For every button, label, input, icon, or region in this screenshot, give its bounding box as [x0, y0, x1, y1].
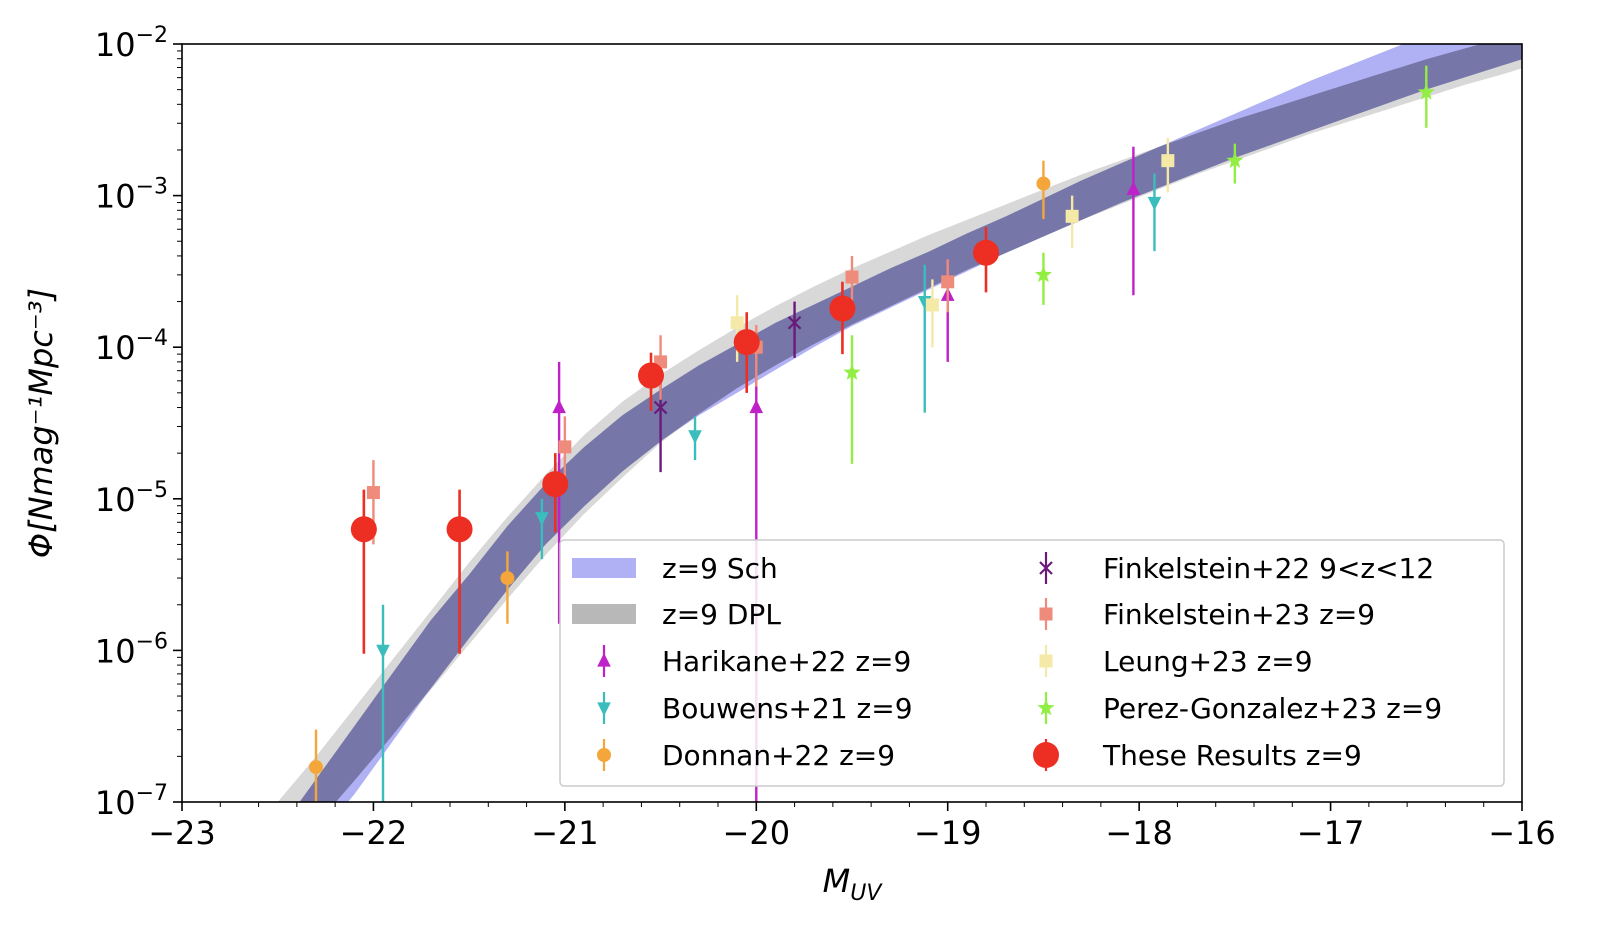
y-tick-label: 10−4 — [95, 326, 168, 367]
data-point — [1147, 196, 1162, 211]
legend-marker — [1039, 607, 1053, 621]
data-point — [688, 430, 702, 444]
data-point — [843, 363, 861, 380]
legend-item: Harikane+22 z=9 — [597, 645, 911, 678]
data-point — [845, 270, 859, 284]
x-tick-label: −22 — [340, 814, 408, 852]
x-tick-label: −21 — [531, 814, 599, 852]
legend-label: Leung+23 z=9 — [1103, 645, 1313, 678]
data-point — [446, 516, 473, 543]
data-point — [829, 295, 856, 322]
legend-item: Bouwens+21 z=9 — [597, 692, 913, 725]
data-point — [730, 316, 744, 330]
legend-item: Perez-Gonzalez+23 z=9 — [1037, 692, 1442, 725]
y-tick-label: 10−6 — [95, 629, 168, 670]
data-point — [350, 516, 377, 543]
legend-label: Donnan+22 z=9 — [662, 739, 895, 772]
data-point — [500, 571, 515, 586]
legend-marker — [597, 702, 611, 716]
x-tick-label: −23 — [148, 814, 216, 852]
data-points — [309, 65, 1435, 802]
y-axis-label: Φ[Nmag⁻¹Mpc⁻³] — [22, 288, 60, 558]
legend-item: z=9 Sch — [572, 552, 778, 585]
data-point — [973, 239, 999, 266]
data-point — [1126, 181, 1141, 195]
data-point — [638, 362, 664, 389]
y-tick-label: 10−2 — [95, 23, 168, 64]
legend-item: z=9 DPL — [572, 598, 781, 631]
series-7 — [350, 227, 999, 654]
legend-item: Donnan+22 z=9 — [597, 739, 895, 772]
legend-marker — [597, 748, 611, 762]
data-point — [787, 315, 802, 330]
x-tick-label: −18 — [1105, 814, 1173, 852]
legend-marker — [1039, 654, 1053, 668]
legend-item: Finkelstein+23 z=9 — [1039, 598, 1375, 631]
plot-frame — [181, 43, 1523, 803]
x-tick-label: −20 — [723, 814, 791, 852]
data-point — [309, 760, 323, 775]
data-point — [552, 399, 566, 414]
legend-marker — [1033, 742, 1059, 768]
legend-marker — [597, 653, 611, 667]
series-5 — [730, 137, 1175, 362]
data-point — [733, 329, 760, 356]
legend-label: Finkelstein+22 9<z<12 — [1103, 552, 1434, 585]
data-point — [1161, 154, 1175, 168]
x-tick-label: −19 — [914, 814, 982, 852]
legend-item: Leung+23 z=9 — [1039, 645, 1313, 678]
x-axis-label: MUV — [823, 862, 884, 906]
x-tick-label: −16 — [1488, 814, 1556, 852]
data-point — [1417, 83, 1435, 100]
y-tick-label: 10−7 — [95, 781, 168, 822]
legend: z=9 Sch z=9 DPL Harikane+22 z=9 Bouwens+21 … — [559, 539, 1505, 787]
y-tick-label: 10−3 — [95, 175, 168, 216]
series-1 — [376, 173, 1162, 802]
legend-box — [559, 539, 1505, 787]
data-point — [1034, 265, 1052, 283]
legend-item: Finkelstein+22 9<z<12 — [1039, 552, 1434, 585]
data-point — [1036, 176, 1051, 191]
data-point — [749, 399, 764, 414]
series-6 — [843, 65, 1435, 464]
legend-item: These Results z=9 — [1033, 739, 1362, 772]
data-point — [653, 400, 668, 415]
axes: −23 −22 −21 −20 −19 −18 −17 −16 10−7 10−6 10−5 10−4… — [95, 23, 1556, 852]
data-point — [376, 644, 390, 659]
legend-marker — [1037, 699, 1055, 716]
legend-swatch — [572, 558, 636, 578]
data-point — [941, 275, 955, 289]
legend-swatch — [572, 604, 636, 624]
legend-label: Bouwens+21 z=9 — [662, 692, 913, 725]
data-point — [535, 512, 549, 526]
y-tick-label: 10−5 — [95, 478, 168, 519]
data-point — [925, 298, 939, 312]
legend-label: Finkelstein+23 z=9 — [1103, 598, 1375, 631]
legend-marker — [1039, 561, 1053, 575]
x-tick-label: −17 — [1297, 814, 1365, 852]
legend-label: z=9 DPL — [662, 598, 781, 631]
data-point — [558, 440, 572, 454]
data-point — [1226, 151, 1244, 168]
data-point — [366, 486, 380, 500]
legend-label: These Results z=9 — [1102, 739, 1362, 772]
legend-label: Harikane+22 z=9 — [662, 645, 911, 678]
legend-label: z=9 Sch — [662, 552, 778, 585]
series-2 — [309, 160, 1051, 802]
legend-label: Perez-Gonzalez+23 z=9 — [1103, 692, 1442, 725]
data-point — [542, 471, 569, 498]
data-point — [1065, 209, 1079, 223]
